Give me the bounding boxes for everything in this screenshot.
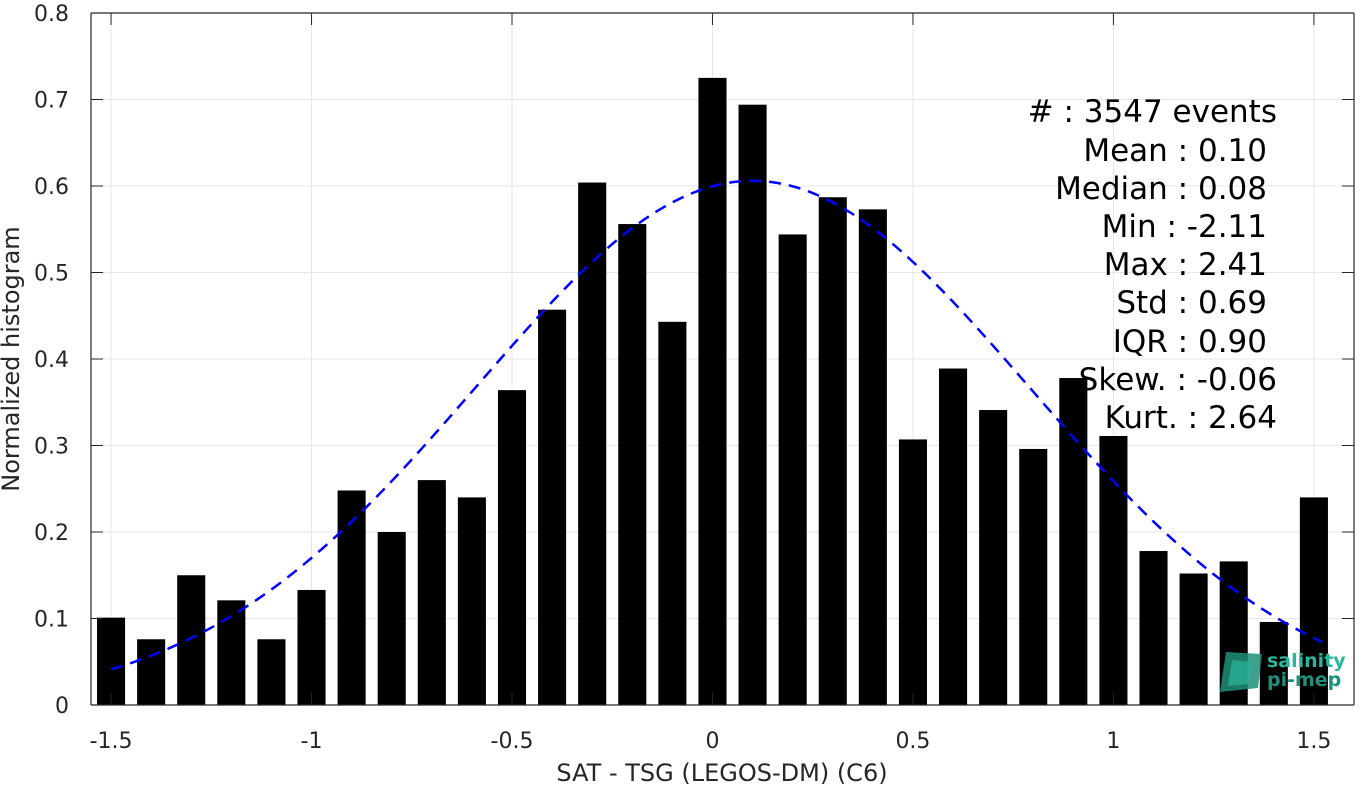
y-tick-label-7: 0.7 <box>34 89 69 114</box>
y-tick-label-6: 0.6 <box>34 175 69 200</box>
logo-line-1: salinity <box>1267 650 1346 672</box>
histogram-bar-0 <box>97 617 126 705</box>
x-tick-label-2: -0.5 <box>491 729 534 754</box>
y-tick-label-5: 0.5 <box>34 262 69 287</box>
logo-line-2: pi-mep <box>1267 669 1341 691</box>
histogram-bar-13 <box>618 224 647 705</box>
histogram-bar-21 <box>939 368 968 705</box>
y-tick-label-1: 0.1 <box>34 608 69 633</box>
x-tick-label-5: 1 <box>1106 729 1120 754</box>
y-axis-label: Normalized histogram <box>0 226 25 491</box>
histogram-bar-24 <box>1059 378 1088 705</box>
histogram-bar-20 <box>898 439 927 705</box>
histogram-bar-9 <box>457 497 486 705</box>
x-tick-label-0: -1.5 <box>90 729 133 754</box>
histogram-bar-3 <box>217 600 246 705</box>
y-tick-label-0: 0 <box>55 694 69 719</box>
y-tick-label-2: 0.2 <box>34 521 69 546</box>
histogram-bar-25 <box>1099 435 1128 705</box>
stat-skew: Skew. : -0.06 <box>1079 362 1277 398</box>
stat-std: Std : 0.69 <box>1116 285 1267 321</box>
histogram-bar-5 <box>297 589 326 705</box>
histogram-bar-2 <box>177 575 206 705</box>
histogram-bar-7 <box>377 532 406 705</box>
histogram-bars <box>97 77 1328 706</box>
histogram-bar-23 <box>1019 448 1048 705</box>
histogram-bar-16 <box>738 104 767 705</box>
y-tick-label-3: 0.3 <box>34 435 69 460</box>
histogram-bar-14 <box>658 321 687 705</box>
x-tick-label-4: 0.5 <box>895 729 930 754</box>
stat-kurt: Kurt. : 2.64 <box>1105 400 1277 436</box>
histogram-bar-27 <box>1179 573 1208 705</box>
plot-axes <box>90 12 1355 706</box>
histogram-bar-4 <box>257 639 286 705</box>
histogram-bar-30 <box>1299 497 1328 705</box>
logo-mark-shade-icon <box>1228 660 1252 686</box>
stat-min: Min : -2.11 <box>1102 209 1267 245</box>
x-tick-label-6: 1.5 <box>1296 729 1331 754</box>
gaussian-fit-curve <box>110 179 1323 671</box>
histogram-bar-6 <box>337 490 366 705</box>
histogram-bar-18 <box>818 197 847 705</box>
statistics-box: # : 3547 events Mean : 0.10 Median : 0.0… <box>1028 94 1277 436</box>
histogram-bar-22 <box>979 410 1008 705</box>
stat-mean: Mean : 0.10 <box>1083 133 1267 169</box>
y-tick-label-8: 0.8 <box>34 2 69 27</box>
histogram-bar-17 <box>778 234 807 705</box>
histogram-bar-1 <box>137 639 166 705</box>
y-tick-label-4: 0.4 <box>34 348 69 373</box>
stat-max: Max : 2.41 <box>1104 247 1267 283</box>
stat-iqr: IQR : 0.90 <box>1113 324 1267 360</box>
histogram-bar-8 <box>417 480 446 705</box>
x-axis-label: SAT - TSG (LEGOS-DM) (C6) <box>556 759 887 785</box>
stat-count: # : 3547 events <box>1028 94 1277 130</box>
x-tick-label-3: 0 <box>705 729 719 754</box>
x-tick-label-1: -1 <box>301 729 323 754</box>
histogram-bar-15 <box>698 77 727 705</box>
stat-median: Median : 0.08 <box>1055 171 1267 207</box>
histogram-bar-26 <box>1139 551 1168 705</box>
histogram-bar-19 <box>858 209 887 706</box>
histogram-bar-10 <box>497 390 527 705</box>
histogram-bar-11 <box>538 309 567 705</box>
salinity-pimep-logo: salinity pi-mep <box>1220 650 1346 692</box>
tick-labels: -1.5 -1 -0.5 0 0.5 1 1.5 0 0.1 0.2 0.3 0.4 0.5 0.6 0.7… <box>34 2 1331 754</box>
histogram-bar-29 <box>1259 621 1288 705</box>
